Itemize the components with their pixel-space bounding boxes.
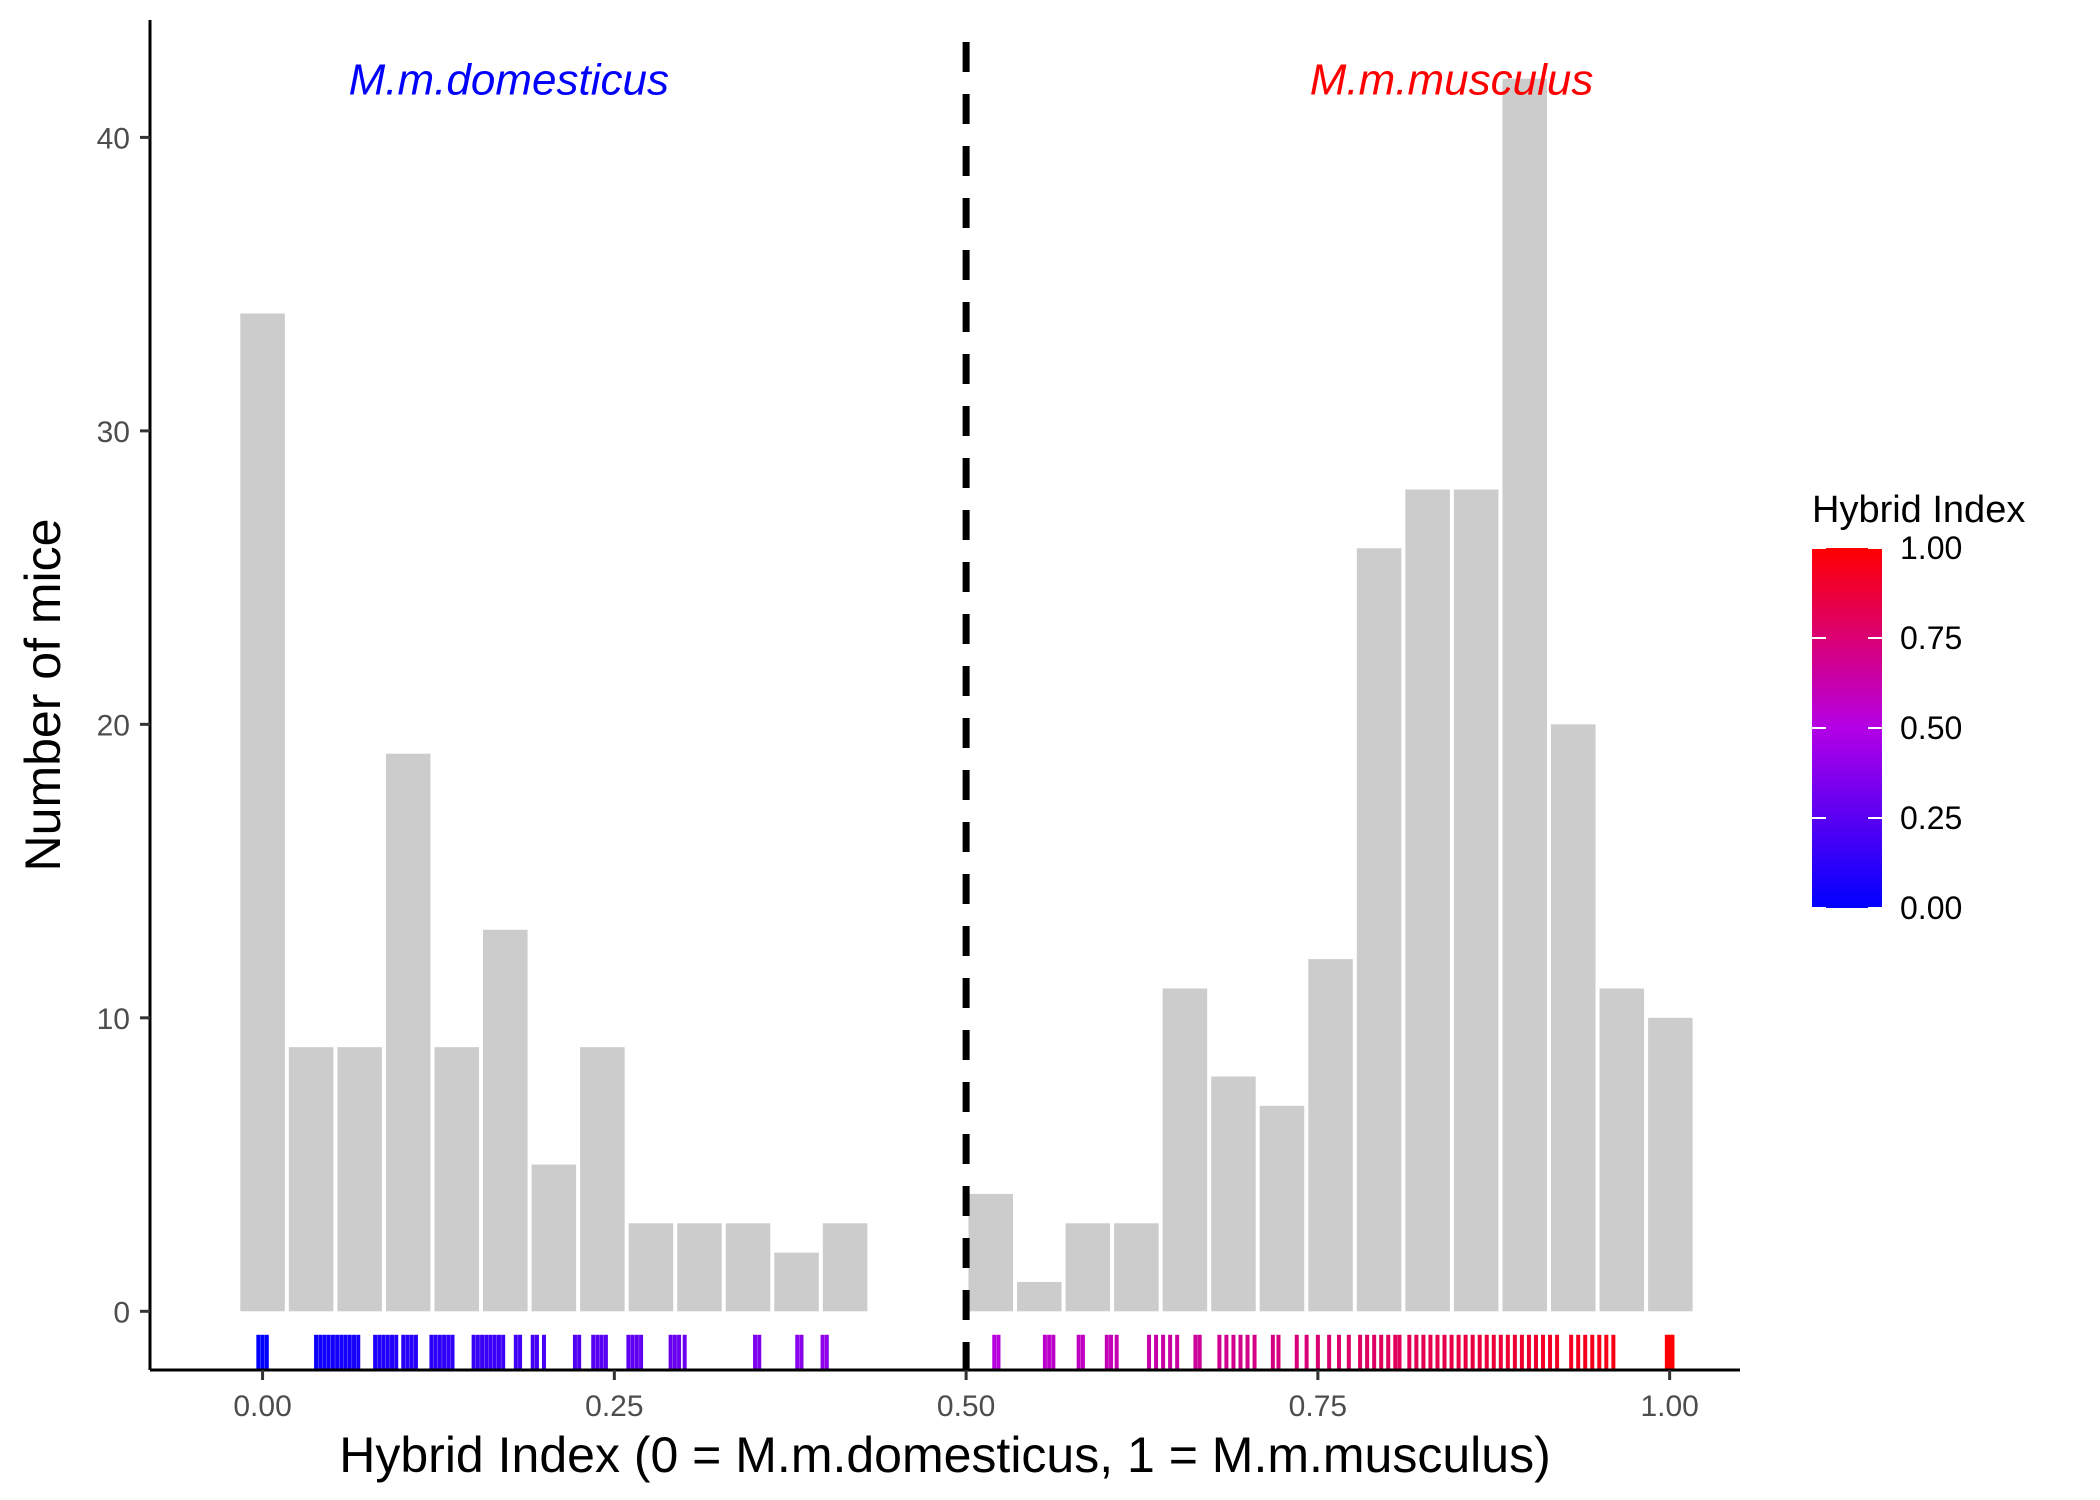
histogram-bar xyxy=(580,1047,625,1312)
histogram-bar xyxy=(968,1193,1014,1312)
histogram-bar xyxy=(385,753,431,1312)
legend-tick-label: 1.00 xyxy=(1900,530,1962,566)
y-axis-ticks: 0 10 20 30 40 xyxy=(97,122,150,1329)
histogram-bar xyxy=(628,1223,674,1312)
histogram-bar xyxy=(1550,724,1596,1312)
histogram-bar xyxy=(1502,78,1547,1312)
x-tick-label: 1.00 xyxy=(1640,1390,1698,1423)
histogram-bar xyxy=(725,1223,771,1312)
histogram-bar xyxy=(1405,489,1450,1312)
histogram-bar xyxy=(483,929,528,1312)
histogram-bar xyxy=(531,1164,577,1312)
y-tick-label: 0 xyxy=(113,1296,130,1329)
x-tick-label: 0.25 xyxy=(585,1390,643,1423)
x-tick-label: 0.75 xyxy=(1289,1390,1347,1423)
histogram-bar xyxy=(1114,1223,1159,1312)
y-tick-label: 10 xyxy=(97,1003,130,1036)
histogram-bar xyxy=(1065,1223,1111,1312)
histogram-bar xyxy=(822,1223,868,1312)
species-annotations: M.m.domesticus M.m.musculus xyxy=(349,56,1594,105)
histogram-bar xyxy=(1308,959,1353,1312)
histogram-bar xyxy=(677,1223,722,1312)
histogram-bar xyxy=(1453,489,1499,1312)
legend-title: Hybrid Index xyxy=(1812,489,2025,531)
histogram-bar xyxy=(240,313,285,1312)
legend-ticks: 1.00 0.75 0.50 0.25 0.00 xyxy=(1812,530,1962,926)
histogram-bar xyxy=(337,1047,382,1312)
legend-tick-label: 0.00 xyxy=(1900,890,1962,926)
axes xyxy=(148,20,1740,1372)
color-legend: Hybrid Index 1.00 0.75 0.50 0.25 0.00 xyxy=(1812,489,2025,926)
x-axis-title: Hybrid Index (0 = M.m.domesticus, 1 = M.… xyxy=(339,1427,1550,1483)
legend-tick-label: 0.75 xyxy=(1900,620,1962,656)
y-tick-label: 20 xyxy=(97,709,130,742)
histogram-bar xyxy=(1211,1076,1256,1312)
histogram-bar xyxy=(774,1252,819,1312)
histogram-bar xyxy=(1356,548,1402,1312)
species-annotation: M.m.musculus xyxy=(1310,56,1594,105)
rug-marks xyxy=(256,1334,1675,1370)
histogram-bar xyxy=(288,1047,334,1312)
legend-tick-label: 0.50 xyxy=(1900,710,1962,746)
histogram-bar xyxy=(1648,1017,1693,1312)
histogram-bar xyxy=(1259,1105,1305,1312)
y-axis-title: Number of mice xyxy=(15,519,71,872)
x-tick-label: 0.50 xyxy=(937,1390,995,1423)
x-axis-ticks: 0.00 0.25 0.50 0.75 1.00 xyxy=(233,1370,1699,1423)
histogram-bar xyxy=(434,1047,480,1312)
y-tick-label: 30 xyxy=(97,416,130,449)
species-annotation: M.m.domesticus xyxy=(349,56,669,105)
histogram-bar xyxy=(1162,988,1208,1312)
x-tick-label: 0.00 xyxy=(233,1390,291,1423)
histogram-bars xyxy=(240,78,1693,1312)
y-tick-label: 40 xyxy=(97,122,130,155)
histogram-bar xyxy=(1017,1281,1062,1312)
legend-tick-label: 0.25 xyxy=(1900,800,1962,836)
histogram-bar xyxy=(1599,988,1645,1312)
